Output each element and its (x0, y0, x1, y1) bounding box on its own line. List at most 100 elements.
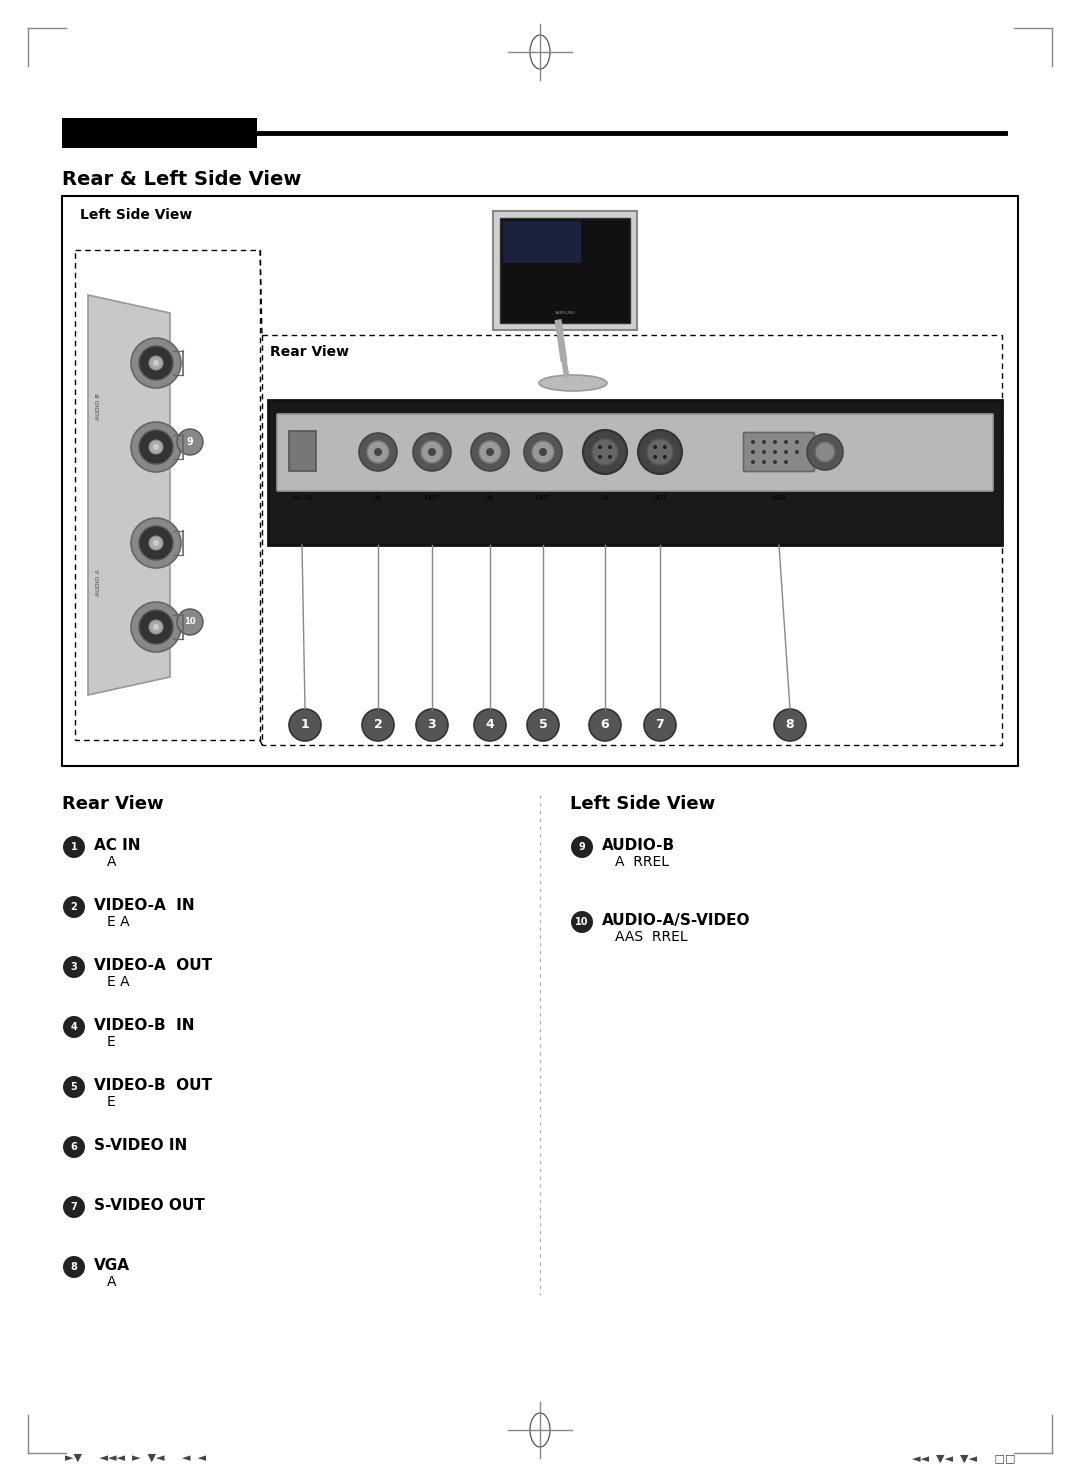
Circle shape (63, 1136, 85, 1158)
Text: Rear & Left Side View: Rear & Left Side View (62, 170, 301, 190)
FancyBboxPatch shape (743, 432, 814, 471)
Text: 1: 1 (70, 843, 78, 852)
Circle shape (63, 835, 85, 857)
Text: ◄◄  ▼◄  ▼◄     □□: ◄◄ ▼◄ ▼◄ □□ (912, 1453, 1015, 1463)
Text: VIDEO-B  IN: VIDEO-B IN (94, 1017, 194, 1034)
Text: AAS  RREL: AAS RREL (615, 930, 688, 943)
Circle shape (149, 621, 163, 634)
Circle shape (149, 355, 163, 370)
Text: VGA: VGA (771, 495, 786, 501)
Circle shape (571, 911, 593, 933)
Text: Left Side View: Left Side View (80, 207, 192, 222)
Circle shape (524, 432, 562, 471)
Circle shape (598, 455, 602, 459)
Circle shape (177, 429, 203, 455)
Circle shape (63, 1256, 85, 1278)
Text: E A: E A (107, 974, 130, 989)
Text: SAMSUNG: SAMSUNG (554, 311, 576, 315)
Text: 9: 9 (187, 437, 193, 447)
Circle shape (751, 461, 755, 464)
Circle shape (784, 450, 788, 455)
Text: Left Side View: Left Side View (570, 795, 715, 813)
Circle shape (421, 441, 443, 464)
Circle shape (131, 422, 181, 472)
Circle shape (367, 441, 389, 464)
Circle shape (527, 709, 559, 740)
Circle shape (63, 1197, 85, 1217)
Circle shape (359, 432, 397, 471)
Circle shape (784, 440, 788, 444)
Text: 2: 2 (374, 718, 382, 732)
Polygon shape (87, 295, 170, 695)
Text: OUT: OUT (536, 495, 551, 501)
Circle shape (149, 440, 163, 455)
Circle shape (139, 429, 173, 464)
Text: 5: 5 (539, 718, 548, 732)
Text: 1: 1 (300, 718, 309, 732)
Circle shape (638, 429, 681, 474)
Text: 4: 4 (70, 1022, 78, 1032)
Circle shape (608, 455, 612, 459)
Circle shape (647, 438, 673, 465)
Text: 8: 8 (70, 1262, 78, 1272)
Text: 9: 9 (579, 843, 585, 852)
Text: 6: 6 (600, 718, 609, 732)
Text: S-VIDEO IN: S-VIDEO IN (94, 1137, 187, 1154)
Circle shape (131, 338, 181, 388)
Circle shape (153, 444, 159, 450)
Circle shape (608, 446, 612, 449)
Circle shape (762, 461, 766, 464)
FancyBboxPatch shape (492, 210, 637, 330)
Text: 7: 7 (70, 1203, 78, 1211)
Text: AUDIO-A/S-VIDEO: AUDIO-A/S-VIDEO (602, 912, 751, 929)
Text: AC IN: AC IN (293, 495, 311, 501)
FancyBboxPatch shape (500, 218, 630, 323)
Circle shape (571, 835, 593, 857)
Circle shape (539, 447, 546, 456)
Circle shape (663, 455, 667, 459)
Text: IN: IN (486, 495, 494, 501)
Text: OUT: OUT (652, 495, 667, 501)
Text: AUDIO A: AUDIO A (95, 570, 100, 597)
Text: 2: 2 (70, 902, 78, 912)
Circle shape (63, 1077, 85, 1097)
Text: OUT: OUT (424, 495, 440, 501)
Circle shape (374, 447, 382, 456)
Circle shape (153, 360, 159, 366)
Circle shape (362, 709, 394, 740)
Text: IN: IN (375, 495, 381, 501)
Text: E: E (107, 1035, 116, 1049)
Circle shape (131, 518, 181, 569)
Circle shape (762, 440, 766, 444)
Text: VIDEO-B  OUT: VIDEO-B OUT (94, 1078, 212, 1093)
Text: A  RREL: A RREL (615, 855, 669, 869)
Circle shape (63, 896, 85, 918)
Circle shape (131, 601, 181, 652)
Circle shape (663, 446, 667, 449)
Circle shape (773, 450, 777, 455)
Text: 10: 10 (185, 618, 195, 626)
Text: 6: 6 (70, 1142, 78, 1152)
Circle shape (773, 440, 777, 444)
Text: ►▼     ◄◄◄  ►  ▼◄     ◄  ◄: ►▼ ◄◄◄ ► ▼◄ ◄ ◄ (65, 1453, 206, 1463)
Circle shape (751, 440, 755, 444)
Circle shape (428, 447, 436, 456)
Circle shape (474, 709, 507, 740)
Text: 4: 4 (486, 718, 495, 732)
Circle shape (795, 450, 799, 455)
Circle shape (153, 541, 159, 546)
Circle shape (532, 441, 554, 464)
Text: 10: 10 (576, 917, 589, 927)
Circle shape (139, 610, 173, 644)
FancyBboxPatch shape (503, 221, 581, 264)
Circle shape (471, 432, 509, 471)
FancyBboxPatch shape (62, 195, 1018, 766)
Circle shape (784, 461, 788, 464)
Circle shape (416, 709, 448, 740)
Circle shape (644, 709, 676, 740)
Circle shape (589, 709, 621, 740)
Ellipse shape (539, 375, 607, 391)
Circle shape (653, 446, 657, 449)
Text: 7: 7 (656, 718, 664, 732)
Text: 3: 3 (70, 963, 78, 972)
